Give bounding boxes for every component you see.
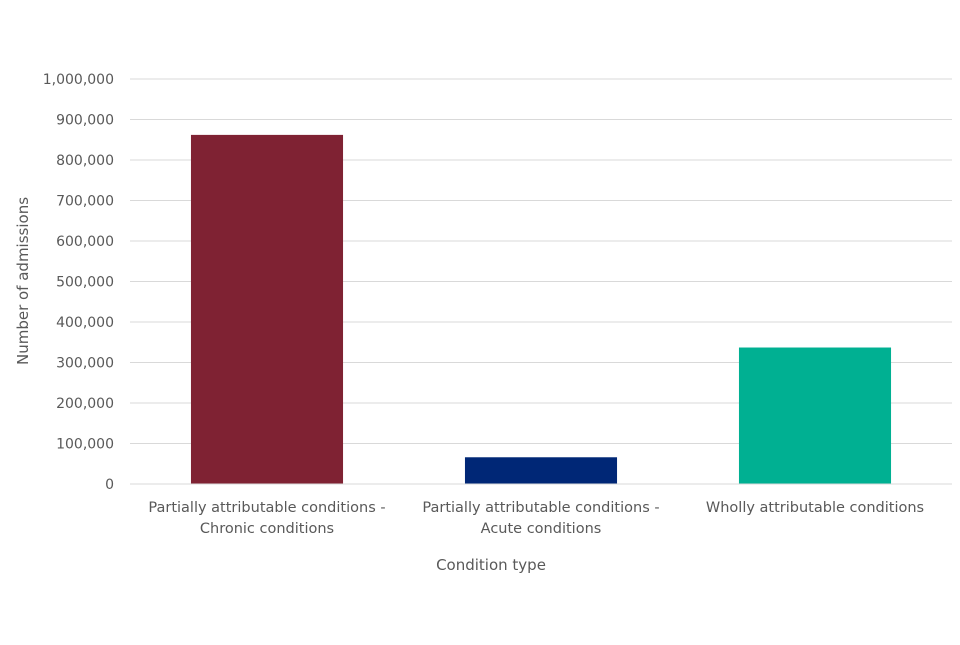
y-tick-label: 900,000 — [56, 113, 114, 129]
x-axis-title: Condition type — [436, 556, 546, 574]
bar-0 — [190, 134, 344, 484]
y-tick-label: 400,000 — [56, 315, 114, 331]
bar-2 — [738, 347, 892, 484]
y-tick-labels: 0 100,000 200,000 300,000 400,000 500,000 600,… — [43, 72, 114, 493]
y-tick-label: 100,000 — [56, 437, 114, 453]
y-tick-label: 700,000 — [56, 194, 114, 210]
y-tick-label: 800,000 — [56, 153, 114, 169]
y-tick-label: 0 — [105, 477, 114, 493]
x-tick-labels: Partially attributable conditions - Chron… — [148, 500, 924, 537]
y-tick-label: 500,000 — [56, 275, 114, 291]
x-tick-label: Partially attributable conditions - — [422, 500, 659, 516]
y-tick-label: 200,000 — [56, 396, 114, 412]
y-tick-label: 1,000,000 — [43, 72, 114, 88]
bar-1 — [464, 457, 618, 484]
y-axis-title: Number of admissions — [14, 197, 32, 365]
x-tick-label: Chronic conditions — [200, 521, 334, 537]
x-tick-label: Partially attributable conditions - — [148, 500, 385, 516]
x-tick-label: Wholly attributable conditions — [706, 500, 924, 516]
y-tick-label: 600,000 — [56, 234, 114, 250]
x-tick-label: Acute conditions — [481, 521, 602, 537]
y-tick-label: 300,000 — [56, 356, 114, 372]
bars — [190, 134, 892, 484]
